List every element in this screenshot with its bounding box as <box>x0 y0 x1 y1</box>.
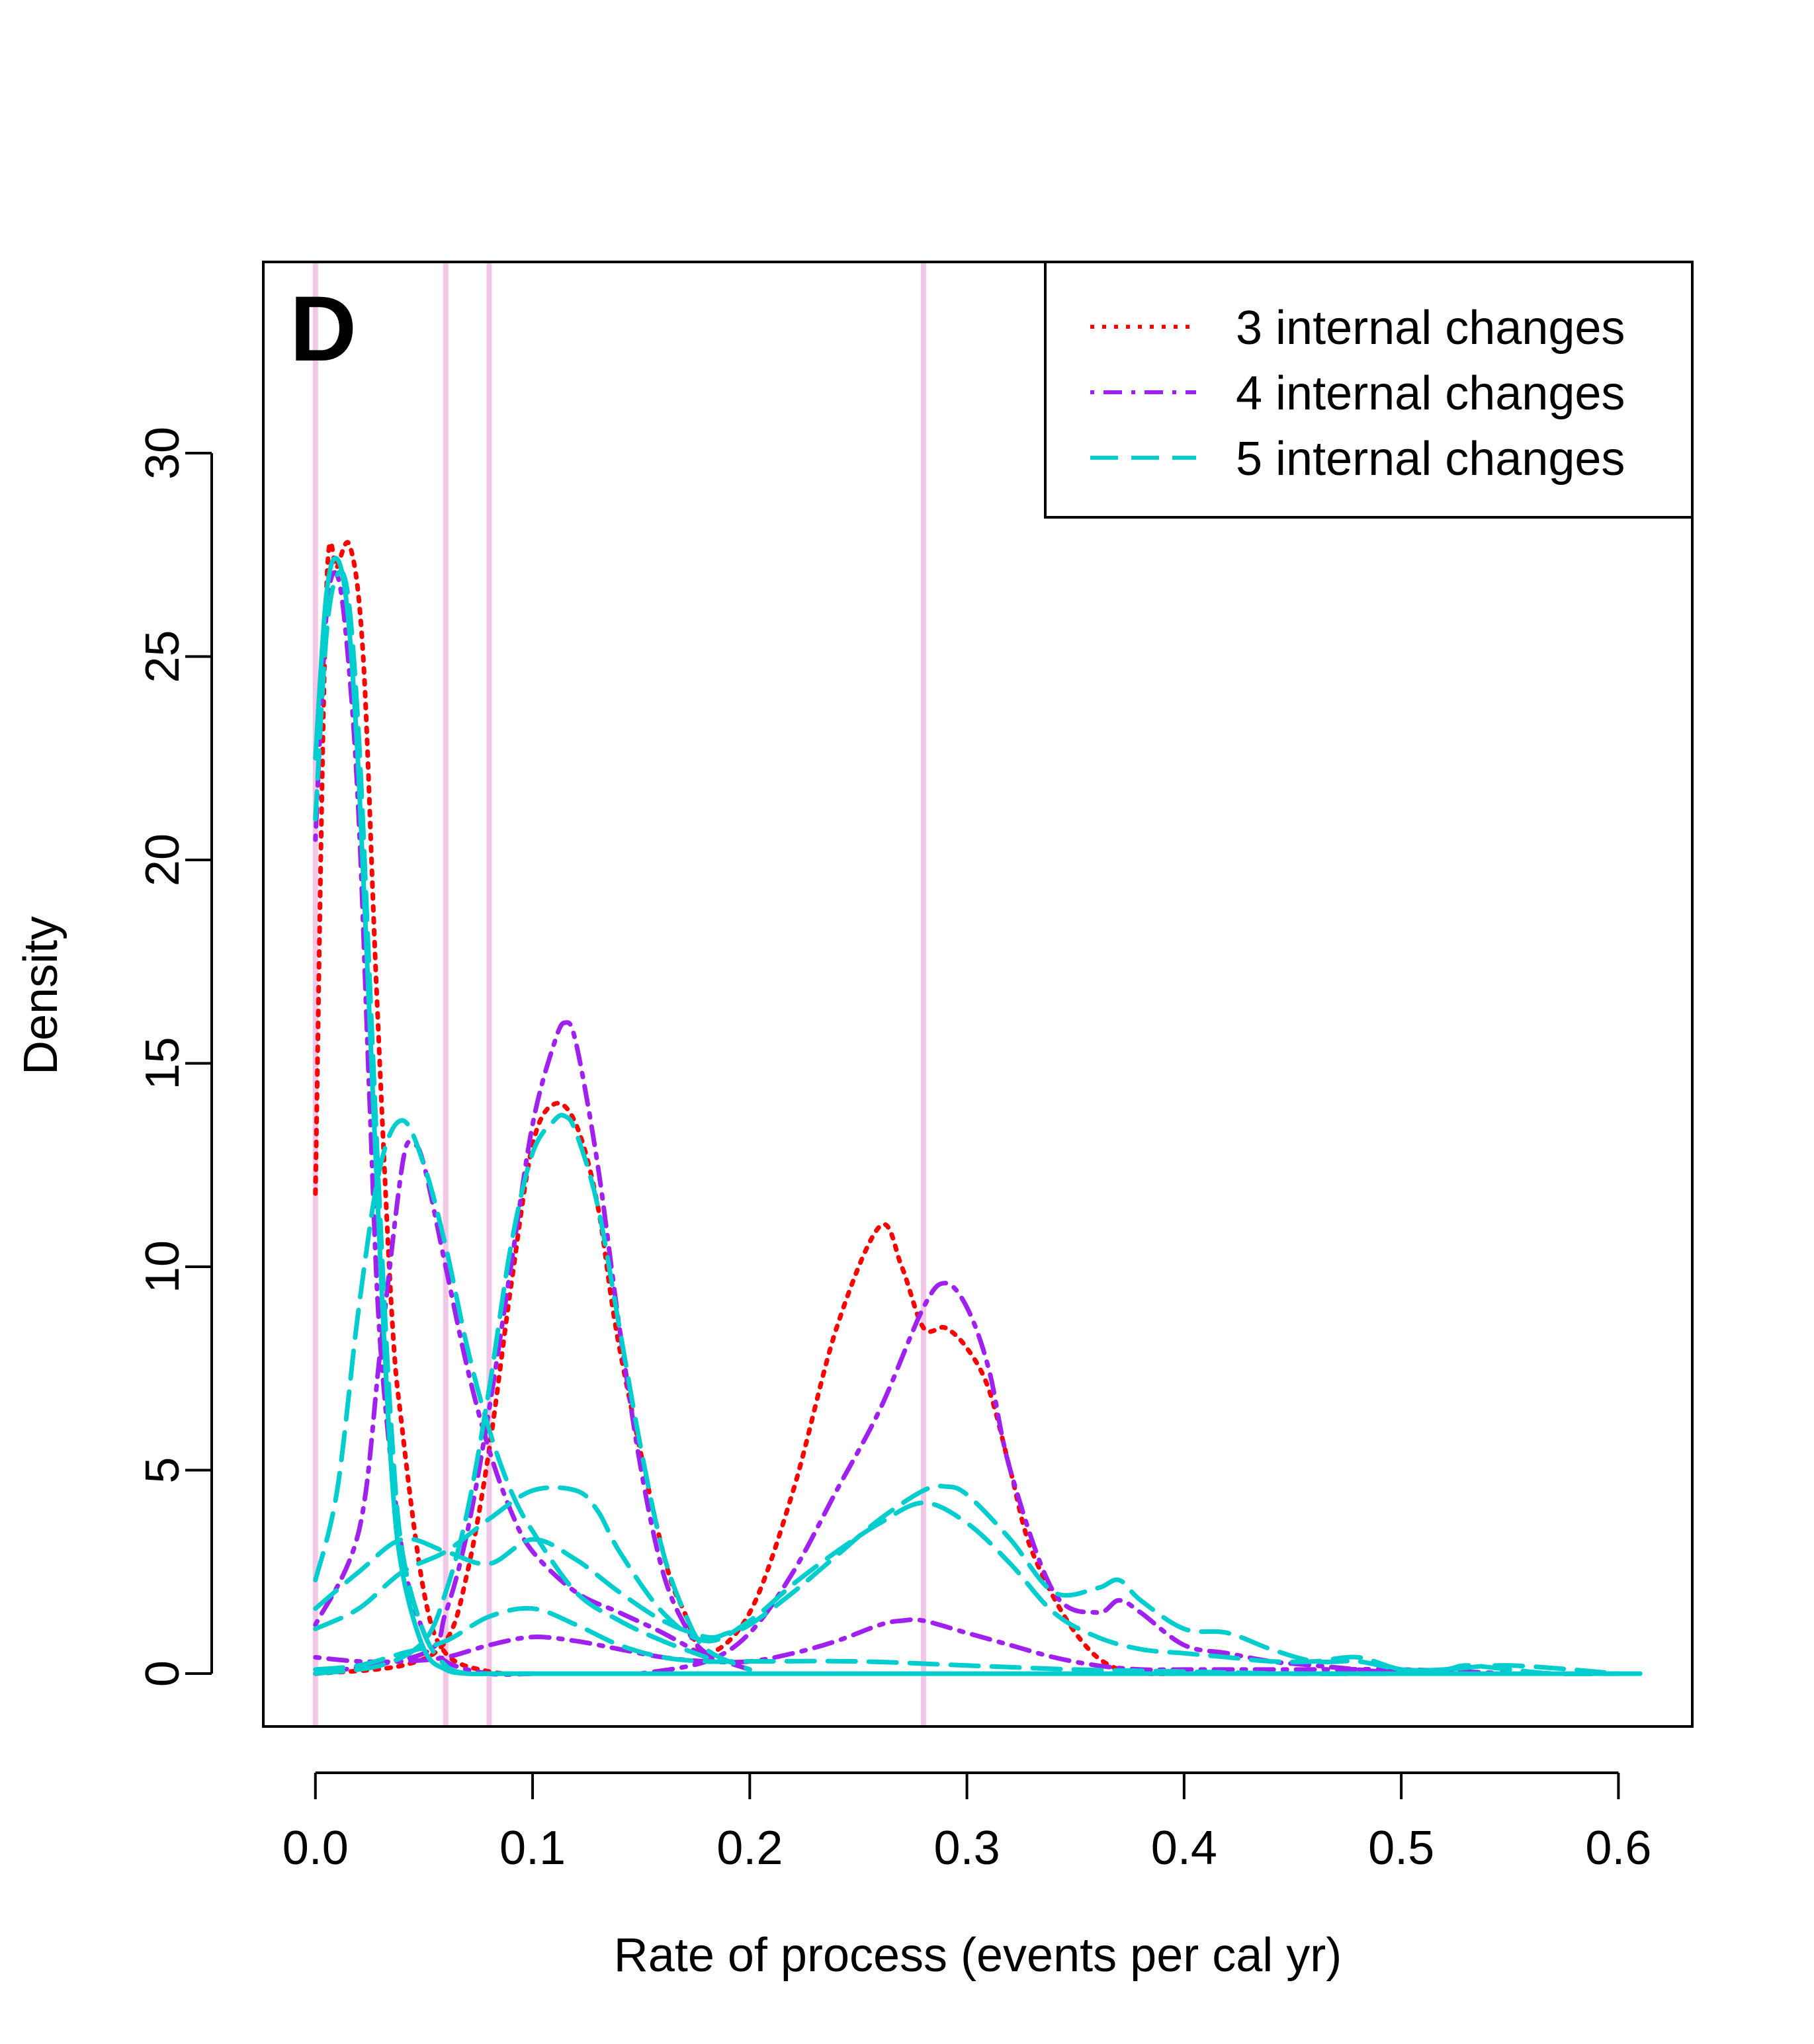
density-curve-2 <box>313 570 535 1677</box>
legend-label-5-changes: 5 internal changes <box>1236 433 1625 486</box>
y-tick-label-0: 0 <box>136 1660 189 1687</box>
density-curves <box>313 540 1643 1677</box>
y-tick-label-5: 25 <box>136 630 189 683</box>
x-axis-title: Rate of process (events per cal yr) <box>614 1929 1342 1982</box>
x-tick-label-0: 0.0 <box>282 1822 349 1875</box>
y-tick-label-2: 10 <box>136 1240 189 1293</box>
density-curve-8 <box>313 569 535 1677</box>
legend: 3 internal changes 4 internal changes 5 … <box>1044 261 1694 519</box>
y-axis: 0 5 10 15 20 25 30 <box>136 427 213 1687</box>
x-tick-label-1: 0.1 <box>499 1822 566 1875</box>
panel-label: D <box>290 277 357 380</box>
reference-lines <box>312 262 926 1726</box>
legend-label-3-changes: 3 internal changes <box>1236 302 1625 355</box>
density-curve-9 <box>313 1118 709 1660</box>
density-curve-13 <box>313 1605 1404 1676</box>
y-tick-label-1: 5 <box>136 1457 189 1484</box>
y-tick-label-3: 15 <box>136 1037 189 1089</box>
x-axis: 0.0 0.1 0.2 0.3 0.4 0.5 0.6 <box>282 1771 1651 1875</box>
x-tick-label-5: 0.5 <box>1368 1822 1434 1875</box>
density-curve-7 <box>313 556 1643 1677</box>
y-tick-label-6: 30 <box>136 427 189 480</box>
y-axis-title: Density <box>15 916 67 1075</box>
density-curve-11 <box>313 1483 1621 1677</box>
density-curve-4 <box>313 1020 752 1676</box>
x-tick-label-4: 0.4 <box>1151 1822 1217 1875</box>
x-tick-label-3: 0.3 <box>934 1822 1000 1875</box>
plot-frame <box>262 261 1694 1728</box>
x-tick-label-2: 0.2 <box>716 1822 783 1875</box>
legend-label-4-changes: 4 internal changes <box>1236 367 1625 420</box>
legend-frame <box>1044 261 1694 519</box>
density-curve-10 <box>313 1113 752 1676</box>
x-tick-label-6: 0.6 <box>1585 1822 1651 1875</box>
density-curve-12 <box>313 1485 1621 1676</box>
density-curve-5 <box>638 1281 1404 1676</box>
y-tick-label-4: 20 <box>136 833 189 886</box>
